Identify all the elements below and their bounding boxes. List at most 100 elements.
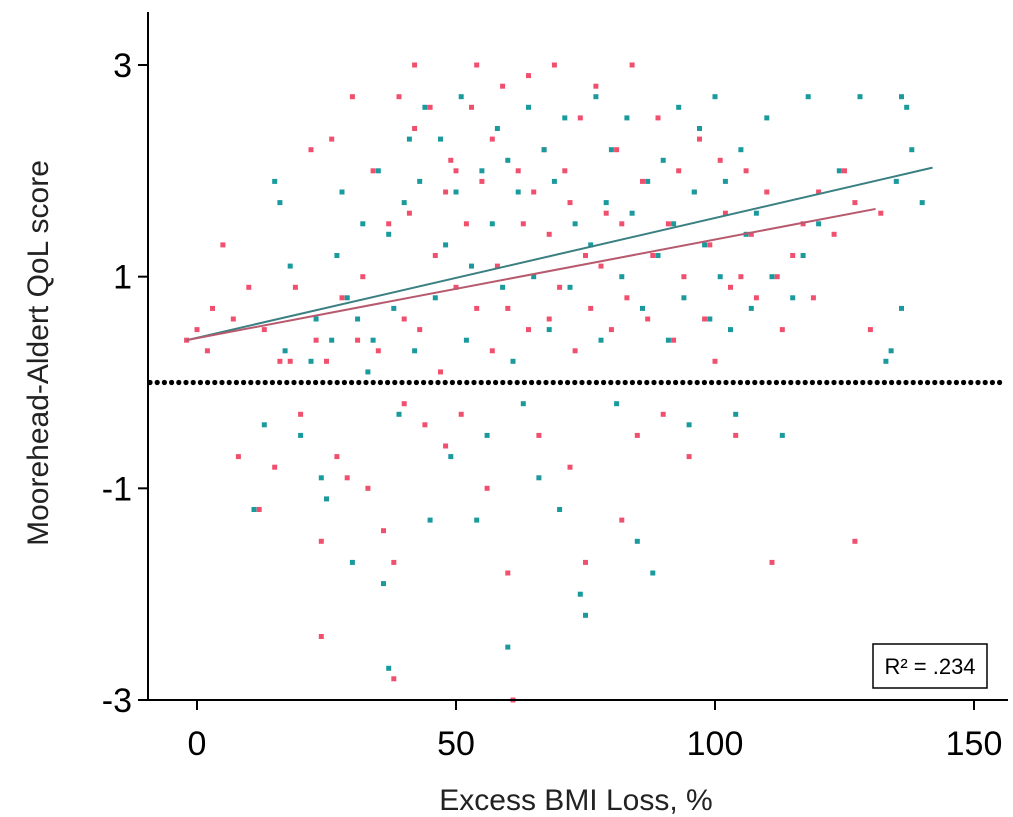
reference-dot: [284, 379, 290, 386]
data-point: [583, 559, 588, 565]
x-axis-title: Excess BMI Loss, %: [439, 784, 712, 817]
data-point: [697, 126, 702, 131]
data-point: [375, 168, 381, 174]
data-point: [381, 581, 386, 587]
data-point: [660, 411, 666, 417]
data-point: [629, 62, 635, 68]
data-point: [567, 284, 573, 290]
data-point: [536, 432, 542, 438]
data-point: [728, 327, 733, 333]
data-point: [272, 464, 278, 470]
reference-dot: [593, 379, 600, 386]
data-point: [562, 168, 568, 174]
data-point: [355, 337, 361, 343]
reference-dot: [161, 379, 167, 386]
data-point: [614, 147, 620, 153]
data-point: [810, 295, 816, 301]
data-point: [619, 221, 625, 227]
data-point: [479, 168, 485, 174]
data-point: [505, 644, 511, 650]
y-tick-label: -3: [102, 682, 132, 720]
trend-line: [186, 166, 933, 342]
data-point: [583, 253, 588, 258]
reference-dot: [485, 379, 491, 386]
data-point: [417, 178, 423, 184]
data-point: [722, 210, 728, 216]
data-point: [800, 253, 806, 258]
reference-dot: [694, 379, 700, 386]
data-point: [277, 358, 283, 364]
reference-dot: [860, 379, 866, 386]
data-point: [344, 295, 350, 301]
data-point: [790, 295, 796, 301]
data-point: [546, 231, 552, 237]
data-point: [531, 274, 537, 280]
data-point: [505, 305, 511, 311]
data-point: [562, 115, 568, 121]
data-point: [681, 274, 687, 280]
reference-dot: [212, 379, 218, 386]
data-point: [339, 295, 345, 301]
data-point: [899, 94, 904, 100]
reference-dot: [154, 379, 160, 386]
reference-dot: [874, 379, 880, 386]
reference-dot: [262, 379, 268, 386]
data-point: [453, 284, 459, 290]
data-point: [551, 62, 557, 68]
data-point: [438, 136, 443, 142]
reference-dot: [169, 379, 175, 386]
data-point: [634, 432, 640, 438]
reference-dot: [824, 379, 830, 386]
data-point: [479, 178, 485, 184]
r-squared-box: R² = .234: [872, 643, 988, 689]
reference-dot: [377, 379, 383, 386]
data-point: [334, 253, 340, 258]
data-point: [567, 464, 573, 470]
data-point: [349, 94, 355, 100]
data-point: [733, 411, 739, 417]
reference-dot: [781, 379, 787, 386]
reference-dot: [341, 379, 347, 386]
data-point: [816, 189, 822, 195]
data-point: [313, 316, 319, 322]
data-point: [707, 316, 713, 322]
reference-dot: [723, 379, 729, 386]
data-point: [899, 305, 904, 311]
data-point: [665, 221, 671, 227]
reference-dot: [493, 379, 499, 386]
data-point: [210, 305, 215, 311]
reference-dot: [716, 379, 722, 386]
data-point: [681, 295, 687, 301]
data-point: [422, 422, 428, 428]
reference-dot: [320, 379, 326, 386]
x-tick-label: 0: [188, 725, 207, 763]
reference-dot: [903, 379, 909, 386]
reference-dot: [190, 379, 196, 386]
reference-dot: [644, 379, 650, 386]
reference-dot: [817, 379, 823, 386]
data-point: [329, 136, 335, 142]
data-point: [386, 221, 392, 227]
y-tick-label: -1: [102, 470, 132, 508]
reference-dot: [291, 379, 297, 386]
data-point: [842, 168, 847, 174]
data-point: [614, 401, 620, 407]
data-point: [406, 210, 412, 216]
reference-dot: [241, 379, 247, 386]
reference-dot: [701, 379, 708, 386]
data-point: [308, 358, 314, 364]
data-point: [526, 73, 531, 79]
reference-dot: [356, 379, 362, 386]
reference-dot: [989, 379, 996, 386]
reference-dot: [442, 379, 448, 386]
data-point: [261, 327, 267, 333]
data-point: [665, 337, 671, 343]
data-point: [375, 348, 381, 354]
reference-dot: [831, 379, 837, 386]
reference-dot: [939, 379, 945, 386]
reference-dot: [853, 379, 859, 386]
data-point: [494, 263, 500, 269]
data-point: [619, 274, 625, 280]
reference-dot: [601, 379, 607, 386]
tick-labels: 0 50 100 150 3 1 -1 -3: [102, 47, 1003, 763]
